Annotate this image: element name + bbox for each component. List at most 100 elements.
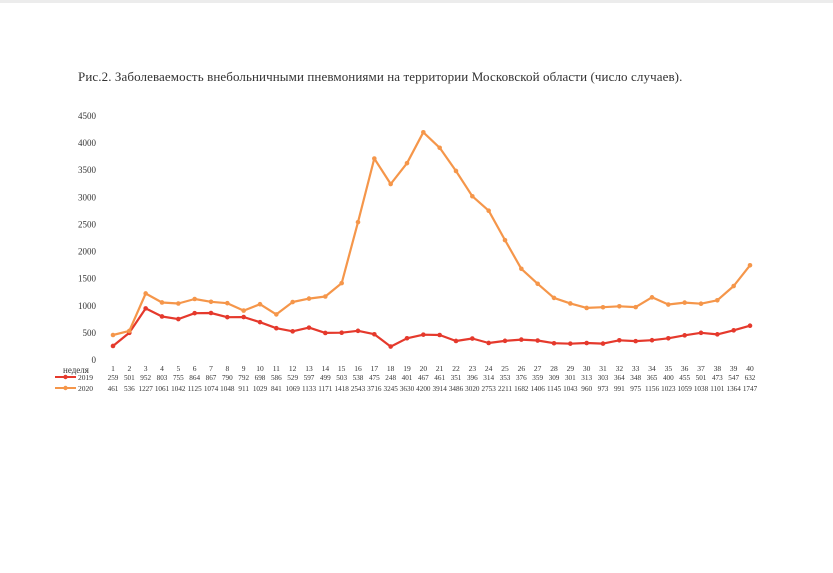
- table-cell-2020: 1048: [220, 385, 235, 393]
- data-point-2019: [747, 323, 753, 329]
- table-cell-2019: 364: [614, 374, 625, 382]
- data-point-2019: [372, 331, 377, 337]
- table-cell-2020: 3630: [400, 385, 415, 393]
- table-cell-2020: 960: [581, 385, 592, 393]
- table-cell-2019: 597: [304, 374, 315, 382]
- table-cell-2019: 473: [712, 374, 723, 382]
- table-cell-2019: 792: [238, 374, 249, 382]
- table-cell-2019: 586: [271, 374, 282, 382]
- data-point-2019: [698, 330, 704, 336]
- data-point-2020: [551, 295, 557, 301]
- y-tick-label: 4000: [78, 138, 97, 148]
- x-tick-label: 3: [144, 364, 148, 373]
- x-tick-label: 40: [746, 364, 754, 373]
- x-tick-label: 13: [305, 364, 313, 373]
- x-tick-label: 34: [648, 364, 656, 373]
- x-tick-label: 27: [534, 364, 542, 373]
- table-cell-2019: 259: [108, 374, 119, 382]
- data-point-2020: [633, 304, 638, 310]
- data-point-2019: [388, 344, 393, 349]
- top-rule: [0, 0, 833, 3]
- table-cell-2020: 3716: [367, 385, 382, 393]
- data-point-2020: [519, 266, 524, 272]
- table-cell-2020: 1133: [302, 385, 317, 393]
- y-tick-label: 2500: [78, 219, 97, 229]
- table-cell-2020: 2543: [351, 385, 366, 393]
- data-point-2019: [649, 337, 655, 343]
- x-tick-label: 8: [225, 364, 229, 373]
- data-point-2020: [715, 298, 720, 303]
- legend-marker-2020: [63, 385, 68, 391]
- x-tick-label: 2: [127, 364, 131, 373]
- data-point-2020: [731, 283, 736, 289]
- data-point-2020: [486, 208, 491, 214]
- data-point-2019: [225, 314, 230, 320]
- table-cell-2020: 2753: [481, 385, 496, 393]
- table-cell-2019: 867: [206, 374, 217, 382]
- legend-label-2020: 2020: [78, 384, 93, 393]
- data-point-2019: [404, 335, 410, 341]
- x-tick-label: 33: [632, 364, 640, 373]
- table-cell-2019: 475: [369, 374, 380, 382]
- table-cell-2020: 1101: [710, 385, 725, 393]
- table-cell-2019: 376: [516, 374, 527, 382]
- x-tick-label: 17: [371, 364, 379, 373]
- data-point-2020: [666, 302, 671, 307]
- data-point-2020: [747, 262, 753, 268]
- y-tick-label: 0: [92, 355, 97, 365]
- table-cell-2020: 1059: [677, 385, 692, 393]
- data-point-2019: [437, 332, 442, 338]
- table-cell-2020: 991: [614, 385, 625, 393]
- x-tick-label: 32: [616, 364, 624, 373]
- data-point-2019: [176, 316, 181, 322]
- x-tick-label: 12: [289, 364, 297, 373]
- table-cell-2020: 1156: [645, 385, 660, 393]
- table-cell-2020: 911: [238, 385, 249, 393]
- data-point-2019: [731, 328, 736, 333]
- y-tick-label: 1000: [78, 301, 97, 311]
- table-cell-2019: 309: [549, 374, 560, 382]
- data-point-2020: [290, 299, 295, 305]
- data-point-2019: [110, 343, 116, 349]
- data-point-2019: [159, 314, 165, 319]
- table-cell-2019: 396: [467, 374, 478, 382]
- x-tick-label: 20: [420, 364, 428, 373]
- x-tick-label: 14: [322, 364, 330, 373]
- table-cell-2019: 467: [418, 374, 429, 382]
- x-tick-label: 38: [714, 364, 722, 373]
- table-cell-2020: 1069: [285, 385, 300, 393]
- x-axis-label: неделя: [63, 365, 89, 375]
- x-tick-label: 25: [501, 364, 509, 373]
- data-point-2020: [159, 300, 165, 305]
- x-tick-label: 30: [583, 364, 591, 373]
- data-point-2020: [257, 301, 263, 307]
- table-cell-2019: 314: [483, 374, 494, 382]
- data-point-2020: [584, 305, 589, 311]
- data-point-2020: [388, 181, 393, 187]
- legend-label-2019: 2019: [78, 373, 93, 382]
- table-cell-2019: 461: [434, 374, 445, 382]
- x-tick-label: 7: [209, 364, 213, 373]
- table-cell-2020: 1074: [204, 385, 219, 393]
- table-cell-2020: 1145: [547, 385, 562, 393]
- data-point-2020: [241, 308, 246, 313]
- data-point-2019: [355, 328, 361, 334]
- table-cell-2020: 1029: [253, 385, 268, 393]
- table-cell-2019: 365: [647, 374, 658, 382]
- x-tick-label: 15: [338, 364, 346, 373]
- table-cell-2019: 803: [157, 374, 168, 382]
- data-point-2019: [617, 337, 622, 343]
- x-tick-label: 4: [160, 364, 164, 373]
- table-cell-2019: 400: [663, 374, 674, 382]
- table-cell-2020: 1406: [530, 385, 545, 393]
- data-point-2019: [306, 325, 312, 330]
- x-tick-label: 39: [730, 364, 738, 373]
- table-cell-2020: 461: [108, 385, 119, 393]
- data-point-2019: [470, 336, 475, 341]
- x-tick-label: 24: [485, 364, 493, 373]
- data-point-2019: [323, 330, 328, 336]
- table-cell-2020: 3245: [383, 385, 398, 393]
- data-point-2019: [682, 333, 687, 338]
- y-tick-label: 3500: [78, 165, 97, 175]
